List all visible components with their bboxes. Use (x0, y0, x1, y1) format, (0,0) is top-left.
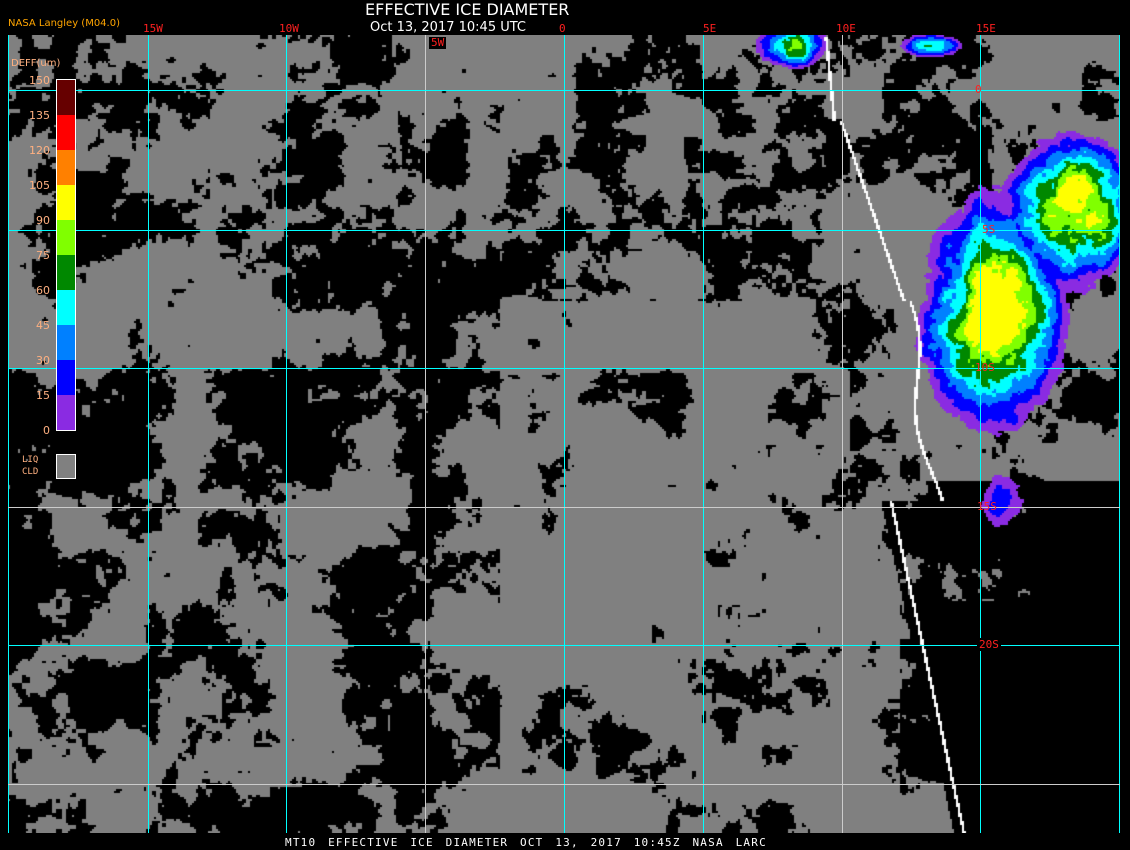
color-bar-segment (57, 185, 75, 220)
legend-tick: 0 (43, 424, 50, 437)
color-bar (56, 79, 76, 431)
color-bar-segment (57, 150, 75, 185)
lon-label: 10E (836, 22, 856, 35)
legend-title: DEFF(um) (11, 58, 61, 69)
color-bar-segment (57, 220, 75, 255)
cloud-label: CLD (22, 467, 39, 477)
color-bar-segment (57, 290, 75, 325)
lat-label: 15S (977, 500, 997, 513)
brand-label: NASA Langley (M04.0) (8, 18, 120, 29)
legend-tick: 45 (36, 319, 50, 332)
legend-tick: 15 (36, 389, 50, 402)
lat-label: 10S (975, 361, 995, 374)
lon-label: 0 (559, 22, 566, 35)
lon-label: 15W (143, 22, 163, 35)
color-bar-segment (57, 255, 75, 290)
color-bar-segment (57, 80, 75, 115)
liquid-label: LIQ (22, 455, 39, 465)
color-bar-segment (57, 115, 75, 150)
color-bar-segment (57, 395, 75, 430)
legend-tick: 75 (36, 249, 50, 262)
lat-label: 5S (982, 223, 996, 236)
legend-tick: 105 (29, 179, 50, 192)
liquid-cloud-swatch (56, 454, 76, 479)
legend-tick: 30 (36, 354, 50, 367)
map-timestamp: Oct 13, 2017 10:45 UTC (370, 20, 526, 35)
legend-tick: 90 (36, 214, 50, 227)
legend-tick: 135 (29, 109, 50, 122)
lon-label: 10W (279, 22, 299, 35)
lat-label: 20S (977, 638, 1001, 651)
legend-tick: 60 (36, 284, 50, 297)
legend-tick: 120 (29, 144, 50, 157)
color-bar-segment (57, 325, 75, 360)
lat-label: 0 (975, 83, 982, 96)
map-title: EFFECTIVE ICE DIAMETER (365, 0, 570, 19)
lon-label: 15E (976, 22, 996, 35)
lon-label: 5E (703, 22, 717, 35)
legend-tick: 150 (29, 74, 50, 87)
color-bar-segment (57, 360, 75, 395)
lon-label: 5W (429, 36, 447, 49)
footer-caption: MT10 EFFECTIVE ICE DIAMETER OCT 13, 2017… (285, 836, 767, 849)
